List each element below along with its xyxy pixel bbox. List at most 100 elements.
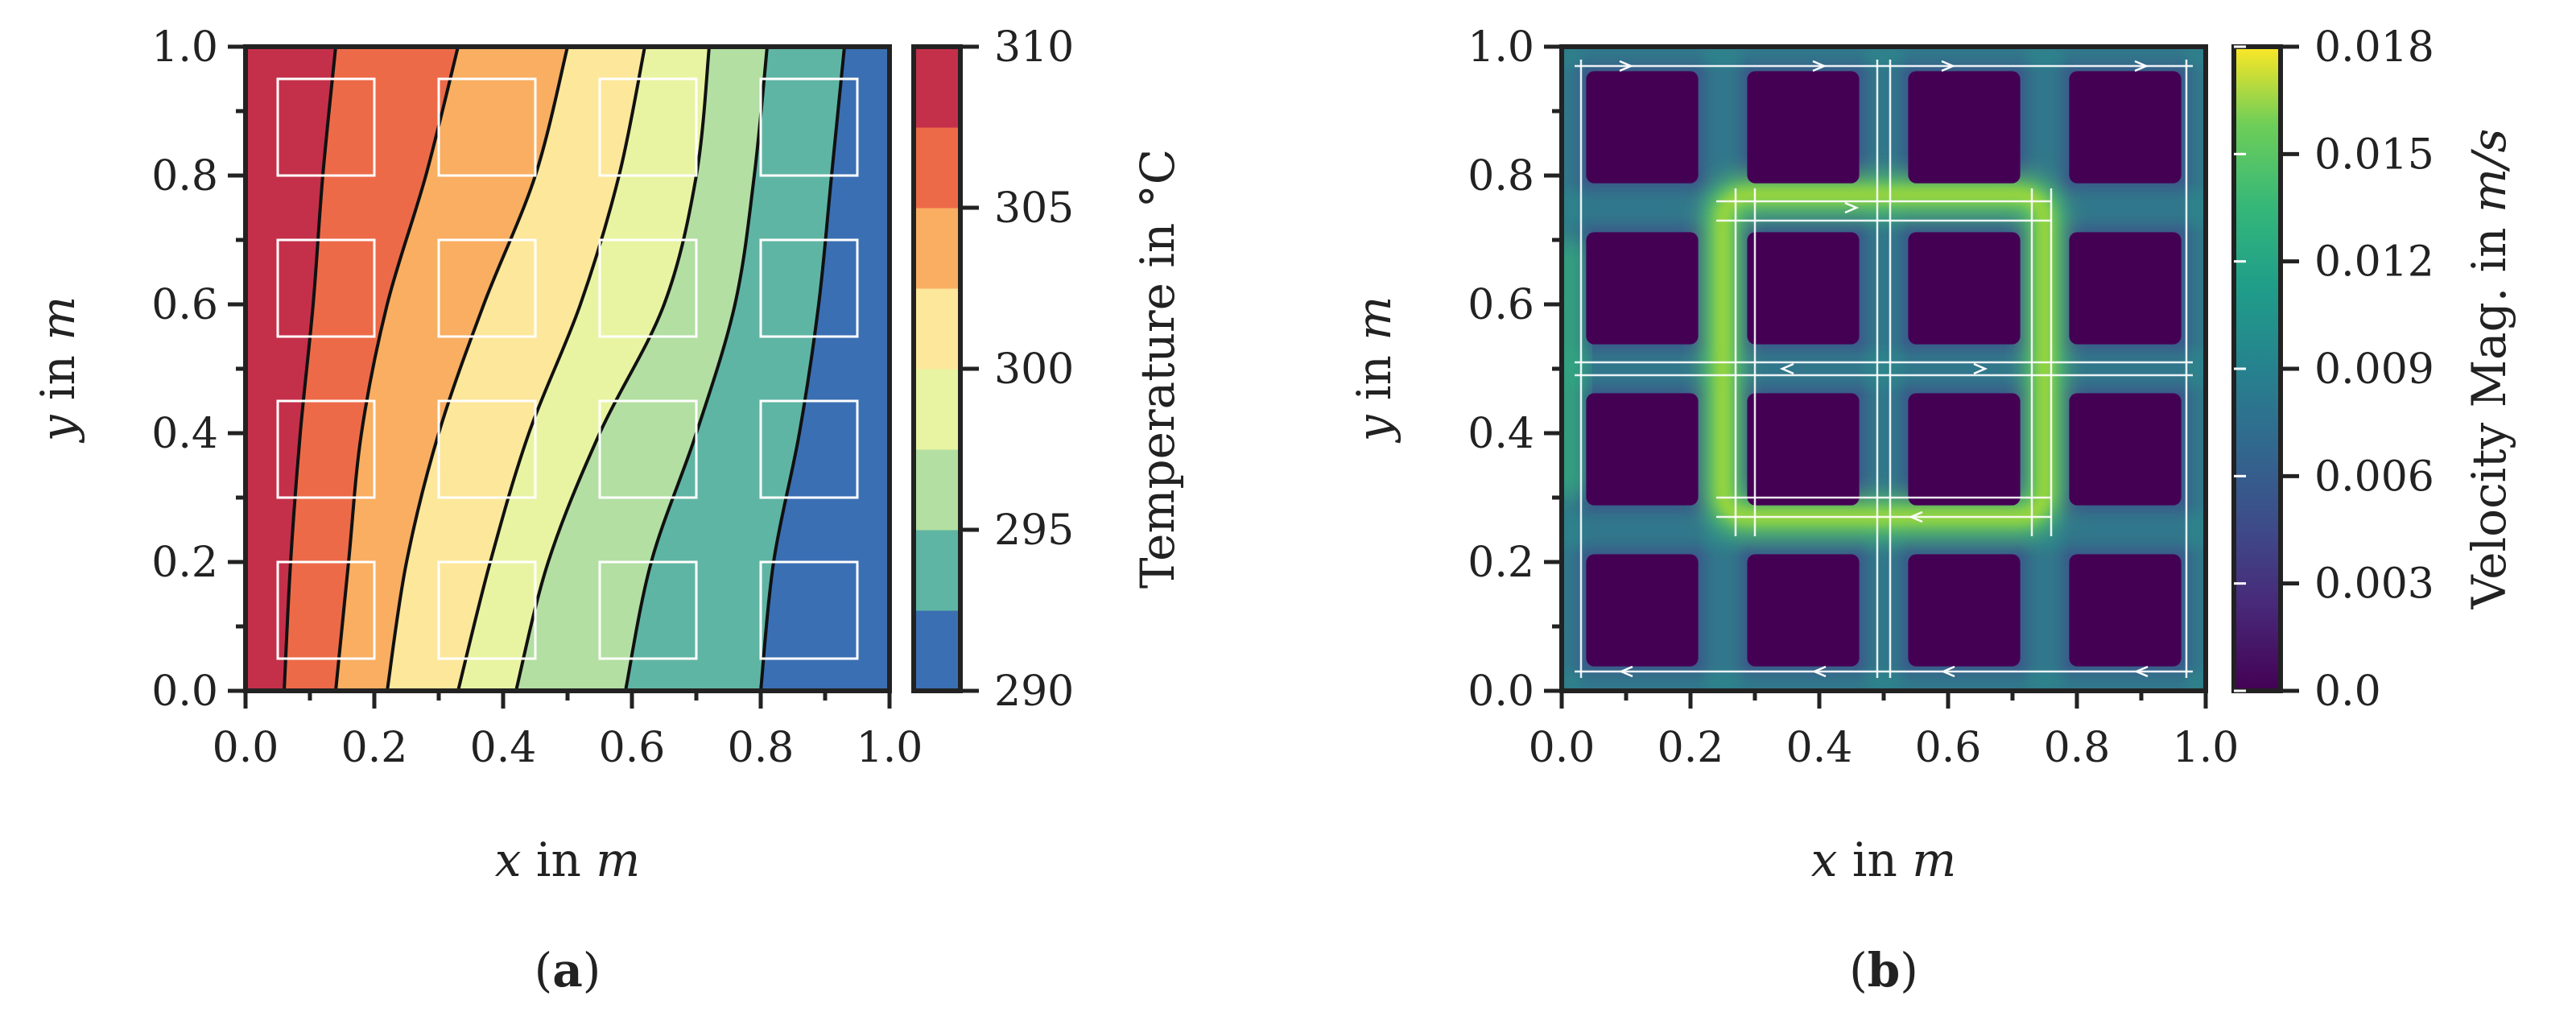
streamline-arrow xyxy=(2134,60,2149,72)
colorbar-tick-label: 0.009 xyxy=(2314,345,2434,394)
a-ytick-label: 0.4 xyxy=(151,410,218,458)
obstacle xyxy=(1586,232,1699,345)
colorbar-label-velocity: Velocity Mag. in m/s xyxy=(2462,129,2516,610)
colorbar-segment xyxy=(914,208,960,289)
channel-vertical xyxy=(2188,47,2206,691)
a-xtick-label: 0.4 xyxy=(470,724,537,772)
colorbar-segment xyxy=(914,610,960,692)
colorbar-tick-label: 0.012 xyxy=(2314,238,2434,287)
colorbar-segment xyxy=(914,449,960,531)
contour-line xyxy=(456,47,646,691)
b-xtick-label: 0.4 xyxy=(1786,724,1853,772)
obstacle xyxy=(1908,393,2021,506)
contour-fills-a xyxy=(246,47,890,691)
streamline-arrow xyxy=(1779,362,1794,375)
a-xtick-label: 1.0 xyxy=(857,724,923,772)
colorbar-tick-label: 0.015 xyxy=(2314,130,2434,179)
obstacle-outline xyxy=(759,560,859,660)
obstacle xyxy=(2069,554,2182,667)
contour-line xyxy=(514,47,711,691)
b-ytick-label: 0.0 xyxy=(1468,667,1534,716)
colorbar-segment xyxy=(914,127,960,209)
temperature-bands xyxy=(246,47,890,691)
colorbar-label-temperature: Temperature in °C xyxy=(1130,149,1185,589)
a-ytick-label: 1.0 xyxy=(151,23,218,72)
streamline-arrow xyxy=(2133,665,2149,678)
obstacle-outline xyxy=(759,399,859,499)
streamline-arrow xyxy=(1973,362,1988,375)
a-ytick-label: 0.0 xyxy=(151,667,218,716)
panel-b-velocity-plot: 0.0 0.2 0.4 0.6 0.8 1.0 0.0 0.2 0.4 0.6 0.8 1.0 x … xyxy=(1347,23,2516,998)
streamline-arrow xyxy=(1940,665,1955,678)
streamline-arrow xyxy=(1844,201,1860,214)
b-ytick-label: 0.6 xyxy=(1468,281,1534,329)
obstacle-outlines-a xyxy=(276,77,859,660)
colorbar-tick-label: 300 xyxy=(994,345,1074,394)
obstacles-b xyxy=(1586,71,2182,667)
a-xtick-label: 0.2 xyxy=(341,724,408,772)
y-ticks-b: 0.0 0.2 0.4 0.6 0.8 1.0 xyxy=(1468,23,1562,716)
colorbar-tick-label: 0.0 xyxy=(2314,667,2381,716)
obstacle-outline xyxy=(437,399,537,499)
colorbar-temperature xyxy=(914,47,960,692)
obstacle xyxy=(1908,71,2021,184)
colorbar-tick-label: 310 xyxy=(994,23,1074,72)
obstacle xyxy=(1747,232,1860,345)
obstacle-outline xyxy=(437,238,537,338)
obstacle-outline xyxy=(276,399,376,499)
b-xtick-label: 1.0 xyxy=(2173,724,2240,772)
x-ticks-b: 0.0 0.2 0.4 0.6 0.8 1.0 xyxy=(1529,691,2240,772)
a-ytick-label: 0.6 xyxy=(151,281,218,329)
velocity-field xyxy=(1562,47,2206,691)
streamlines xyxy=(1575,60,2193,678)
b-ytick-label: 1.0 xyxy=(1468,23,1534,72)
y-axis-label-b: y in m xyxy=(1347,296,1402,444)
obstacle-outline xyxy=(437,77,537,177)
colorbar-ticks-a: 290 295 300 305 310 xyxy=(960,23,1074,716)
b-ytick-label: 0.4 xyxy=(1468,410,1534,458)
obstacle-outline xyxy=(598,560,698,660)
b-ytick-label: 0.2 xyxy=(1468,539,1534,587)
colorbar-tick-label: 305 xyxy=(994,184,1074,233)
colorbar-segment xyxy=(914,369,960,450)
contour-line xyxy=(624,47,769,691)
channel-horizontal xyxy=(1562,47,2206,64)
obstacle xyxy=(1586,71,1699,184)
obstacle-outline xyxy=(759,238,859,338)
colorbar-tick-label: 290 xyxy=(994,667,1074,716)
contour-line xyxy=(334,47,460,691)
b-xtick-label: 0.8 xyxy=(2044,724,2111,772)
contour-line xyxy=(759,47,846,691)
x-ticks-a: 0.0 0.2 0.4 0.6 0.8 1.0 xyxy=(213,691,923,772)
obstacle xyxy=(2069,393,2182,506)
streamline-arrow xyxy=(1618,665,1633,678)
obstacle xyxy=(1586,393,1699,506)
channel-horizontal xyxy=(1562,351,2206,386)
obstacle xyxy=(2069,71,2182,184)
caption-a: (a) xyxy=(535,943,601,998)
obstacle xyxy=(1747,554,1860,667)
obstacle xyxy=(1908,554,2021,667)
colorbar-segment xyxy=(914,47,960,128)
obstacle-outline xyxy=(276,238,376,338)
velocity-glow xyxy=(1562,47,2206,691)
a-xtick-label: 0.0 xyxy=(213,724,279,772)
obstacle xyxy=(1586,554,1699,667)
streamline-arrow xyxy=(1908,510,1923,523)
b-xtick-label: 0.6 xyxy=(1915,724,1982,772)
obstacle-outline xyxy=(276,77,376,177)
colorbar-tick-label: 295 xyxy=(994,506,1074,555)
streamline-arrow xyxy=(1812,60,1827,72)
caption-b: (b) xyxy=(1849,943,1918,998)
colorbar-segment xyxy=(914,288,960,370)
contour-lines xyxy=(283,47,846,691)
obstacle xyxy=(1747,393,1860,506)
a-ytick-label: 0.2 xyxy=(151,539,218,587)
y-ticks-a: 0.0 0.2 0.4 0.6 0.8 1.0 xyxy=(151,23,246,716)
colorbar-ticks-b: 0.0 0.003 0.006 0.009 0.012 0.015 0.018 xyxy=(2234,23,2434,716)
obstacle-outline xyxy=(759,77,859,177)
a-xtick-label: 0.8 xyxy=(728,724,795,772)
obstacle xyxy=(1908,232,2021,345)
y-axis-label-a: y in m xyxy=(31,296,85,444)
